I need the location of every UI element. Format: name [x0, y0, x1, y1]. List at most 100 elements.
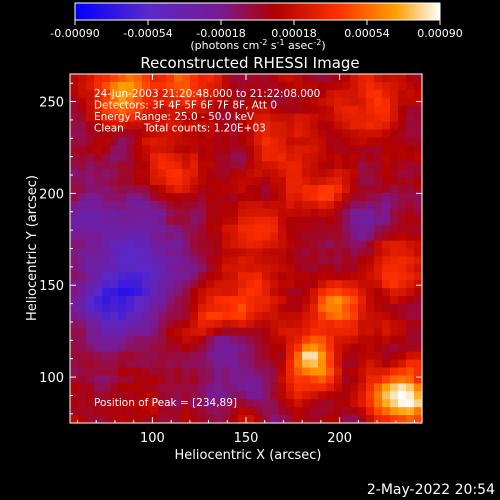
heatmap-cell — [270, 375, 279, 384]
heatmap-cell — [262, 153, 271, 162]
heatmap-cell — [310, 137, 319, 146]
heatmap-cell — [270, 343, 279, 353]
heatmap-cell — [406, 224, 415, 234]
heatmap-cell — [374, 304, 383, 313]
heatmap-cell — [142, 105, 151, 115]
heatmap-cell — [134, 375, 143, 384]
heatmap-cell — [262, 311, 271, 321]
heatmap-cell — [214, 288, 223, 297]
heatmap-cell — [78, 296, 87, 305]
heatmap-cell — [270, 304, 279, 313]
heatmap-cell — [398, 208, 407, 218]
heatmap-cell — [190, 232, 199, 242]
heatmap-cell — [358, 121, 367, 131]
heatmap-cell — [278, 232, 287, 242]
heatmap-cell — [206, 177, 215, 186]
heatmap-cell — [70, 121, 79, 131]
heatmap-cell — [238, 256, 247, 265]
heatmap-cell — [390, 200, 399, 210]
heatmap-cell — [358, 240, 367, 250]
heatmap-cell — [158, 216, 167, 226]
heatmap-cell — [310, 367, 319, 377]
heatmap-cell — [262, 304, 271, 313]
heatmap-cell — [94, 97, 103, 107]
heatmap-cell — [302, 192, 311, 202]
heatmap-cell — [246, 240, 255, 250]
heatmap-cell — [326, 105, 335, 115]
heatmap-cell — [174, 74, 183, 83]
heatmap-cell — [374, 343, 383, 353]
heatmap-cell — [222, 280, 231, 289]
heatmap-cell — [278, 367, 287, 377]
heatmap-cell — [166, 311, 175, 321]
heatmap-cell — [118, 272, 127, 281]
heatmap-cell — [198, 319, 207, 329]
heatmap-cell — [406, 145, 415, 154]
heatmap-cell — [126, 288, 135, 297]
heatmap-cell — [246, 264, 255, 273]
heatmap-cell — [78, 272, 87, 281]
heatmap-cell — [134, 81, 143, 91]
heatmap-cell — [286, 240, 295, 250]
heatmap-cell — [222, 74, 231, 83]
heatmap-cell — [190, 81, 199, 91]
heatmap-cell — [78, 137, 87, 146]
heatmap-cell — [198, 81, 207, 91]
heatmap-cell — [118, 224, 127, 234]
heatmap-cell — [382, 272, 391, 281]
heatmap-cell — [158, 208, 167, 218]
heatmap-cell — [190, 240, 199, 250]
heatmap-cell — [110, 256, 119, 265]
heatmap-cell — [158, 89, 167, 99]
heatmap-cell — [110, 280, 119, 289]
heatmap-cell — [174, 280, 183, 289]
heatmap-cell — [110, 304, 119, 313]
heatmap-cell — [382, 153, 391, 162]
heatmap-cell — [302, 153, 311, 162]
heatmap-cell — [158, 415, 167, 424]
heatmap-cell — [198, 137, 207, 146]
heatmap-cell — [150, 192, 159, 202]
heatmap-cell — [94, 137, 103, 146]
heatmap-cell — [110, 391, 119, 400]
heatmap-cell — [158, 288, 167, 297]
heatmap-cell — [374, 105, 383, 115]
heatmap-cell — [414, 169, 423, 178]
heatmap-cell — [102, 192, 111, 202]
heatmap-cell — [374, 288, 383, 297]
heatmap-cell — [318, 89, 327, 99]
heatmap-cell — [142, 81, 151, 91]
heatmap-cell — [94, 415, 103, 424]
heatmap-cell — [190, 74, 199, 83]
heatmap-cell — [294, 335, 303, 345]
heatmap-cell — [150, 399, 159, 408]
heatmap-cell — [126, 105, 135, 115]
heatmap-cell — [398, 367, 407, 377]
heatmap-cell — [262, 272, 271, 281]
heatmap-cell — [134, 129, 143, 139]
heatmap-cell — [174, 311, 183, 321]
heatmap-cell — [230, 224, 239, 234]
heatmap-cell — [350, 383, 359, 392]
heatmap-cell — [358, 153, 367, 162]
heatmap-cell — [342, 81, 351, 91]
heatmap-cell — [182, 97, 191, 107]
heatmap-cell — [166, 153, 175, 162]
heatmap-cell — [350, 97, 359, 107]
heatmap-cell — [342, 240, 351, 250]
heatmap-cell — [262, 319, 271, 329]
heatmap-cell — [150, 288, 159, 297]
heatmap-cell — [142, 153, 151, 162]
heatmap-cell — [414, 81, 423, 91]
heatmap-cell — [390, 113, 399, 123]
heatmap-cell — [94, 335, 103, 345]
heatmap-cell — [366, 288, 375, 297]
heatmap-cell — [318, 319, 327, 329]
heatmap-cell — [174, 169, 183, 178]
heatmap-cell — [222, 335, 231, 345]
heatmap-cell — [70, 383, 79, 392]
heatmap-cell — [310, 343, 319, 353]
heatmap-cell — [294, 359, 303, 369]
heatmap-cell — [174, 391, 183, 400]
heatmap-cell — [142, 145, 151, 154]
